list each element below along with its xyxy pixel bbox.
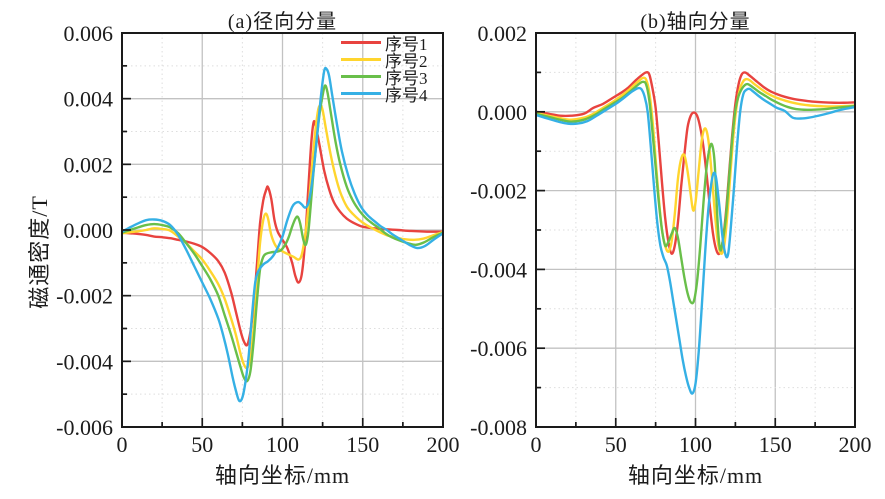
y-tick-label: 0.002 <box>64 152 114 177</box>
y-tick-label: -0.006 <box>56 415 113 440</box>
x-tick-label: 0 <box>117 432 128 457</box>
y-axis-label: 磁通密度/T <box>27 195 52 309</box>
x-tick-label: 100 <box>266 432 299 457</box>
y-tick-label: 0.000 <box>64 218 114 243</box>
series-line-序号3 <box>122 84 443 383</box>
legend-item-1: 序号1 <box>341 34 428 54</box>
legend-label-4: 序号4 <box>385 86 428 105</box>
y-tick-label: 0.004 <box>64 87 114 112</box>
series-line-序号1 <box>536 71 855 256</box>
x-tick-label: 200 <box>839 432 872 457</box>
panel-b-title: (b)轴向分量 <box>640 11 751 33</box>
legend-swatch-3 <box>341 75 381 78</box>
x-tick-label: 150 <box>346 432 379 457</box>
x-tick-label: 100 <box>679 432 712 457</box>
plot-border <box>121 32 444 428</box>
y-tick-label: -0.002 <box>56 284 113 309</box>
x-tick-label: 50 <box>191 432 213 457</box>
series-line-序号1 <box>122 119 443 347</box>
series-line-序号3 <box>536 80 855 305</box>
legend-label-2: 序号2 <box>385 52 428 71</box>
legend-label-3: 序号3 <box>385 69 428 88</box>
y-tick-label: -0.008 <box>470 415 527 440</box>
legend-item-2: 序号2 <box>341 51 428 71</box>
legend-item-3: 序号3 <box>341 68 428 88</box>
x-tick-label: 50 <box>605 432 627 457</box>
panel-a-title: (a)径向分量 <box>227 11 338 33</box>
series-line-序号2 <box>122 104 443 370</box>
panel-b: 0 50 100 150 200 0.002 0.000 -0.002 -0.004 -0.006… <box>470 21 871 457</box>
x-tick-label: 150 <box>759 432 792 457</box>
y-tick-label: -0.004 <box>470 257 527 282</box>
series-line-序号2 <box>536 76 855 255</box>
legend-label-1: 序号1 <box>385 35 428 54</box>
panel-a-x-axis-label: 轴向坐标/mm <box>214 463 351 488</box>
y-tick-label: -0.004 <box>56 349 113 374</box>
panel-b-x-axis-label: 轴向坐标/mm <box>627 463 764 488</box>
y-tick-label: -0.006 <box>470 336 527 361</box>
legend-swatch-2 <box>341 58 381 61</box>
legend: 序号1 序号2 序号3 序号4 <box>341 34 428 105</box>
series-line-序号4 <box>536 86 855 395</box>
legend-item-4: 序号4 <box>341 85 428 105</box>
y-tick-label: 0.000 <box>478 100 528 125</box>
legend-swatch-4 <box>341 92 381 95</box>
series-line-序号4 <box>122 66 443 403</box>
x-tick-label: 200 <box>427 432 460 457</box>
y-tick-label: 0.002 <box>478 21 528 46</box>
x-tick-label: 0 <box>531 432 542 457</box>
panel-a: 0 50 100 150 200 0.006 0.004 0.002 0.000 -0.002 -0… <box>56 21 459 457</box>
y-tick-label: -0.002 <box>470 179 527 204</box>
legend-swatch-1 <box>341 41 381 44</box>
y-tick-label: 0.006 <box>64 21 114 46</box>
plot-border <box>535 32 856 428</box>
